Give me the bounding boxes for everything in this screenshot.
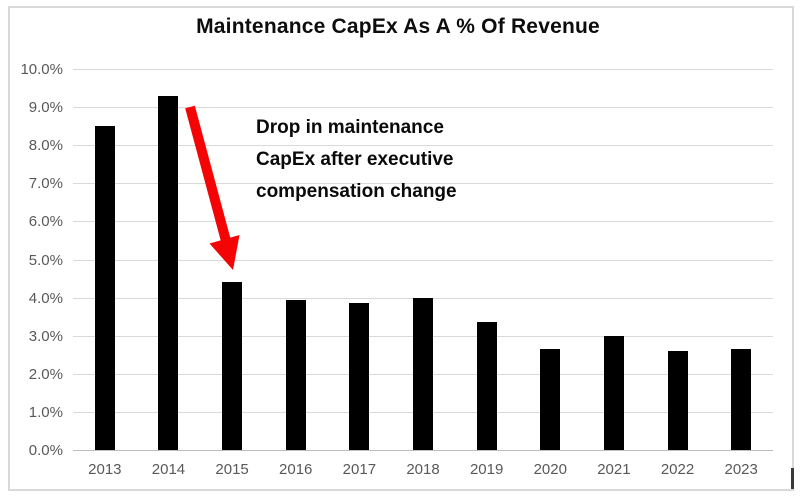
x-axis-label-2021: 2021 — [597, 461, 631, 478]
x-axis-label-2017: 2017 — [342, 461, 377, 478]
gridline-10.0% — [73, 69, 773, 70]
x-axis-label-2014: 2014 — [151, 461, 186, 478]
bar-2019 — [476, 322, 497, 450]
bar-2021 — [603, 335, 624, 450]
y-axis-label-5.0%: 5.0% — [28, 251, 63, 269]
annotation-text-block: Drop in maintenance CapEx after executiv… — [256, 112, 457, 208]
bar-2023 — [731, 349, 752, 450]
border-dark-segment — [791, 468, 794, 489]
y-axis-label-10.0%: 10.0% — [20, 61, 63, 78]
bar-2022 — [667, 350, 688, 450]
y-axis-label-0.0%: 0.0% — [28, 442, 63, 459]
x-axis-label-2023: 2023 — [724, 461, 758, 478]
x-axis-line — [73, 450, 773, 451]
chart-title: Maintenance CapEx As A % Of Revenue — [196, 15, 600, 38]
y-axis-label-2.0%: 2.0% — [28, 365, 63, 383]
y-axis-label-3.0%: 3.0% — [28, 327, 63, 345]
x-axis-label-2019: 2019 — [469, 461, 504, 478]
bar-2020 — [540, 349, 561, 450]
x-axis-label-2022: 2022 — [660, 461, 695, 478]
y-axis-label-7.0%: 7.0% — [28, 175, 63, 193]
plot-area: 0.0% 1.0% 2.0% 3.0% 4.0% 5.0% 6.0% 7.0% 8.0% 9.0%… — [20, 61, 773, 478]
annotation-line-1: Drop in maintenance — [256, 117, 444, 138]
x-axis-label-2016: 2016 — [279, 461, 313, 478]
gridline-7.0% — [73, 183, 773, 185]
y-axis-label-1.0%: 1.0% — [28, 403, 63, 421]
y-axis-label-8.0%: 8.0% — [28, 137, 63, 155]
annotation-line-2: CapEx after executive — [256, 149, 454, 170]
y-axis-label-4.0%: 4.0% — [28, 289, 63, 307]
bar-2014 — [158, 95, 179, 450]
bar-2015 — [222, 282, 243, 450]
gridline-6.0% — [73, 221, 773, 223]
gridline-5.0% — [73, 259, 773, 261]
y-axis-label-9.0%: 9.0% — [28, 99, 63, 117]
gridline-9.0% — [73, 107, 773, 109]
gridline-8.0% — [73, 145, 773, 147]
bar-2017 — [349, 303, 370, 450]
y-axis-label-6.0%: 6.0% — [28, 213, 63, 231]
bar-2018 — [413, 297, 433, 450]
x-axis-label-2015: 2015 — [215, 461, 249, 478]
chart-frame — [8, 6, 794, 491]
x-axis-label-2013: 2013 — [88, 461, 122, 478]
x-axis-label-2020: 2020 — [533, 461, 567, 478]
bar-2013 — [94, 126, 115, 450]
annotation-line-3: compensation change — [256, 181, 457, 202]
bar-2016 — [285, 299, 306, 450]
x-axis-label-2018: 2018 — [406, 461, 440, 478]
